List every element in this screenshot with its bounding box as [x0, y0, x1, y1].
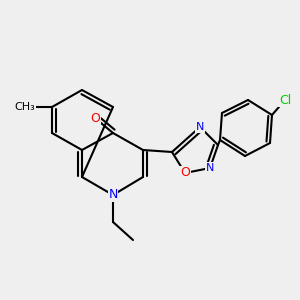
Text: N: N: [206, 163, 214, 173]
Text: O: O: [180, 167, 190, 179]
Text: CH₃: CH₃: [15, 102, 35, 112]
Text: N: N: [196, 122, 204, 132]
Text: O: O: [90, 112, 100, 124]
Text: N: N: [108, 188, 118, 202]
Text: Cl: Cl: [279, 94, 291, 106]
